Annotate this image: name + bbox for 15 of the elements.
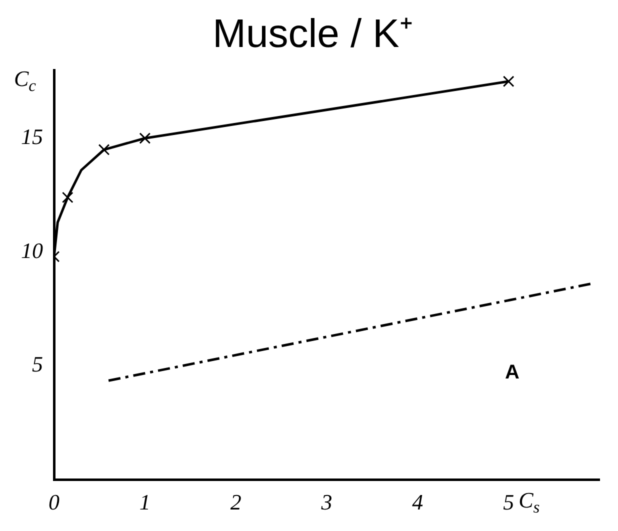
x-tick-label: 4 bbox=[412, 490, 424, 515]
y-tick-label: 10 bbox=[21, 238, 43, 263]
y-tick-label: 15 bbox=[21, 124, 43, 150]
point bbox=[98, 144, 110, 156]
x-tick-label: 1 bbox=[139, 490, 150, 515]
x-tick-label: 0 bbox=[48, 490, 60, 515]
point bbox=[502, 76, 514, 88]
x-tick-label: 2 bbox=[230, 490, 242, 515]
x-tick-label: 5 bbox=[503, 490, 514, 515]
x-tick-label: 3 bbox=[320, 490, 332, 515]
annotation: A bbox=[504, 362, 520, 384]
chart-title: Muscle / K⁺ bbox=[212, 12, 414, 56]
y-tick-label: 5 bbox=[32, 352, 43, 377]
point bbox=[62, 192, 74, 204]
point bbox=[139, 132, 151, 144]
